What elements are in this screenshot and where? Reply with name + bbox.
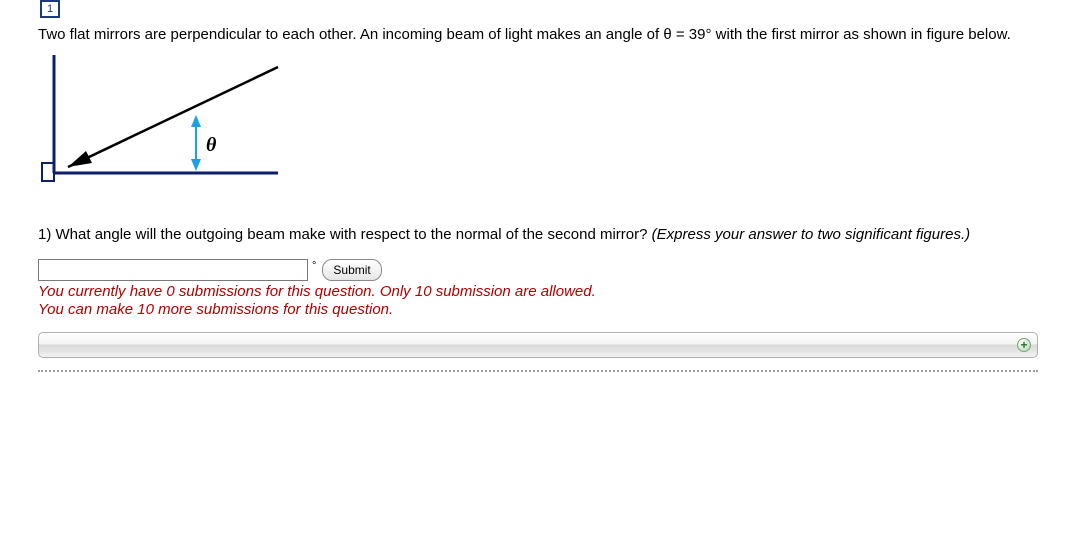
angle-value: 39° — [689, 26, 712, 43]
subq-instruction: (Express your answer to two significant … — [652, 226, 970, 243]
submissions-line-2: You can make 10 more submissions for thi… — [38, 301, 1038, 320]
theta-label: θ — [206, 134, 217, 156]
section-separator — [38, 370, 1038, 372]
angle-arrow-down — [191, 159, 201, 171]
unit-degree: ° — [312, 260, 316, 272]
angle-arrow-up — [191, 115, 201, 127]
problem-statement: Two flat mirrors are perpendicular to ea… — [38, 26, 1038, 45]
submissions-info: You currently have 0 submissions for thi… — [38, 283, 1038, 321]
corner-tick-box — [42, 163, 54, 181]
subq-number: 1) — [38, 226, 56, 243]
mirror-diagram-svg: θ — [38, 55, 288, 195]
beam-arrowhead — [68, 151, 92, 167]
problem-text-part-a: Two flat mirrors are perpendicular to ea… — [38, 26, 663, 43]
expand-bar[interactable]: + — [38, 332, 1038, 358]
submit-button[interactable]: Submit — [322, 259, 381, 281]
question-number-box: 1 — [40, 0, 60, 18]
answer-row: ° Submit — [38, 259, 1038, 281]
answer-input[interactable] — [38, 259, 308, 281]
plus-icon: + — [1017, 338, 1031, 352]
sub-question: 1) What angle will the outgoing beam mak… — [38, 226, 1038, 245]
submissions-line-1: You currently have 0 submissions for thi… — [38, 283, 1038, 302]
problem-text-part-b: with the first mirror as shown in figure… — [711, 26, 1010, 43]
theta-symbol: θ — [663, 26, 671, 43]
incoming-beam — [68, 67, 278, 167]
figure: θ — [38, 55, 1038, 198]
equals-sign: = — [672, 26, 689, 43]
subq-text: What angle will the outgoing beam make w… — [56, 226, 652, 243]
